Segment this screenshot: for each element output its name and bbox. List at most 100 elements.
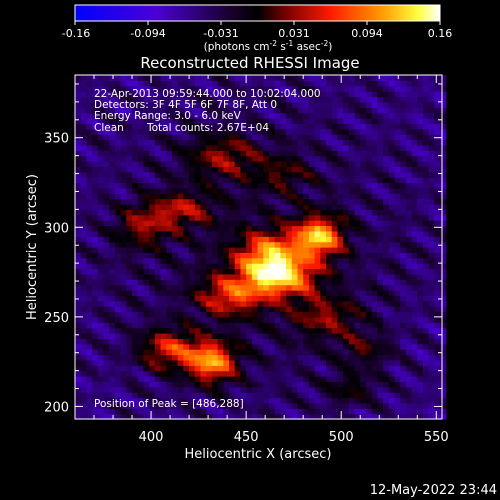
heatmap-cell	[428, 150, 435, 157]
heatmap-cell	[217, 397, 224, 404]
heatmap-cell	[149, 252, 156, 259]
heatmap-cell	[303, 284, 310, 291]
heatmap-cell	[297, 134, 304, 141]
heatmap-cell	[291, 171, 299, 178]
heatmap-cell	[405, 392, 413, 399]
heatmap-cell	[200, 327, 207, 334]
heatmap-cell	[422, 322, 430, 329]
heatmap-cell	[434, 300, 441, 307]
heatmap-cell	[97, 182, 105, 189]
heatmap-cell	[428, 408, 435, 415]
heatmap-cell	[354, 75, 361, 81]
detectors-annotation: Detectors: 3F 4F 5F 6F 7F 8F, Att 0	[94, 99, 277, 111]
heatmap-cell	[388, 311, 396, 318]
heatmap-cell	[308, 96, 316, 103]
heatmap-cell	[206, 144, 213, 151]
heatmap-cell	[229, 225, 236, 232]
heatmap-cell	[388, 252, 396, 259]
heatmap-cell	[132, 327, 139, 334]
heatmap-cell	[303, 252, 310, 259]
heatmap-cell	[229, 386, 236, 393]
heatmap-cell	[297, 397, 304, 404]
heatmap-cell	[422, 236, 430, 243]
heatmap-cell	[411, 134, 418, 141]
heatmap-cell	[246, 85, 253, 92]
heatmap-cell	[263, 166, 270, 173]
heatmap-cell	[160, 354, 167, 361]
heatmap-cell	[331, 408, 339, 415]
heatmap-cell	[331, 279, 339, 286]
heatmap-cell	[308, 376, 316, 382]
heatmap-cell	[171, 322, 179, 329]
heatmap-cell	[206, 150, 213, 157]
heatmap-cell	[417, 300, 424, 307]
heatmap-cell	[411, 402, 418, 409]
heatmap-cell	[411, 214, 418, 221]
heatmap-cell	[308, 370, 316, 377]
heatmap-cell	[171, 177, 179, 184]
heatmap-cell	[417, 257, 424, 264]
heatmap-cell	[354, 386, 361, 393]
heatmap-cell	[326, 225, 333, 232]
heatmap-cell	[343, 295, 350, 302]
heatmap-cell	[377, 230, 384, 237]
heatmap-cell	[211, 295, 219, 302]
heatmap-cell	[280, 392, 287, 399]
heatmap-cell	[314, 273, 321, 280]
heatmap-cell	[377, 187, 384, 194]
heatmap-cell	[411, 198, 418, 205]
heatmap-cell	[303, 155, 310, 162]
heatmap-cell	[405, 204, 413, 210]
heatmap-cell	[383, 198, 390, 205]
heatmap-cell	[132, 306, 139, 313]
heatmap-cell	[217, 263, 224, 270]
heatmap-cell	[177, 257, 184, 264]
heatmap-cell	[160, 349, 167, 356]
heatmap-cell	[126, 322, 133, 329]
heatmap-cell	[246, 284, 253, 291]
heatmap-cell	[377, 155, 384, 162]
heatmap-cell	[217, 123, 224, 130]
heatmap-cell	[183, 279, 190, 286]
heatmap-cell	[211, 306, 219, 313]
heatmap-cell	[365, 397, 373, 404]
heatmap-cell	[280, 343, 287, 350]
heatmap-cell	[92, 75, 99, 81]
heatmap-cell	[189, 295, 196, 302]
heatmap-cell	[109, 112, 116, 119]
heatmap-cell	[206, 91, 213, 98]
heatmap-cell	[354, 209, 361, 216]
heatmap-cell	[291, 392, 299, 399]
heatmap-cell	[200, 279, 207, 286]
heatmap-cell	[314, 343, 321, 350]
heatmap-cell	[257, 85, 264, 92]
heatmap-cell	[291, 75, 299, 81]
heatmap-cell	[263, 236, 270, 243]
heatmap-cell	[280, 413, 287, 420]
heatmap-cell	[109, 295, 116, 302]
heatmap-cell	[154, 322, 162, 329]
heatmap-cell	[92, 230, 99, 237]
heatmap-cell	[440, 187, 447, 194]
heatmap-cell	[394, 220, 401, 227]
heatmap-cell	[428, 300, 435, 307]
heatmap-cell	[360, 359, 367, 366]
heatmap-cell	[280, 376, 287, 382]
heatmap-cell	[143, 161, 150, 167]
heatmap-cell	[417, 187, 424, 194]
heatmap-cell	[383, 327, 390, 334]
heatmap-cell	[171, 139, 179, 146]
heatmap-cell	[229, 343, 236, 350]
heatmap-cell	[354, 230, 361, 237]
heatmap-cell	[343, 397, 350, 404]
heatmap-cell	[217, 338, 224, 345]
heatmap-cell	[223, 247, 230, 253]
heatmap-cell	[211, 349, 219, 356]
heatmap-cell	[206, 402, 213, 409]
heatmap-cell	[92, 354, 99, 361]
heatmap-cell	[343, 354, 350, 361]
heatmap-cell	[120, 128, 127, 135]
heatmap-cell	[291, 96, 299, 103]
heatmap-cell	[240, 161, 247, 167]
heatmap-cell	[171, 333, 179, 339]
